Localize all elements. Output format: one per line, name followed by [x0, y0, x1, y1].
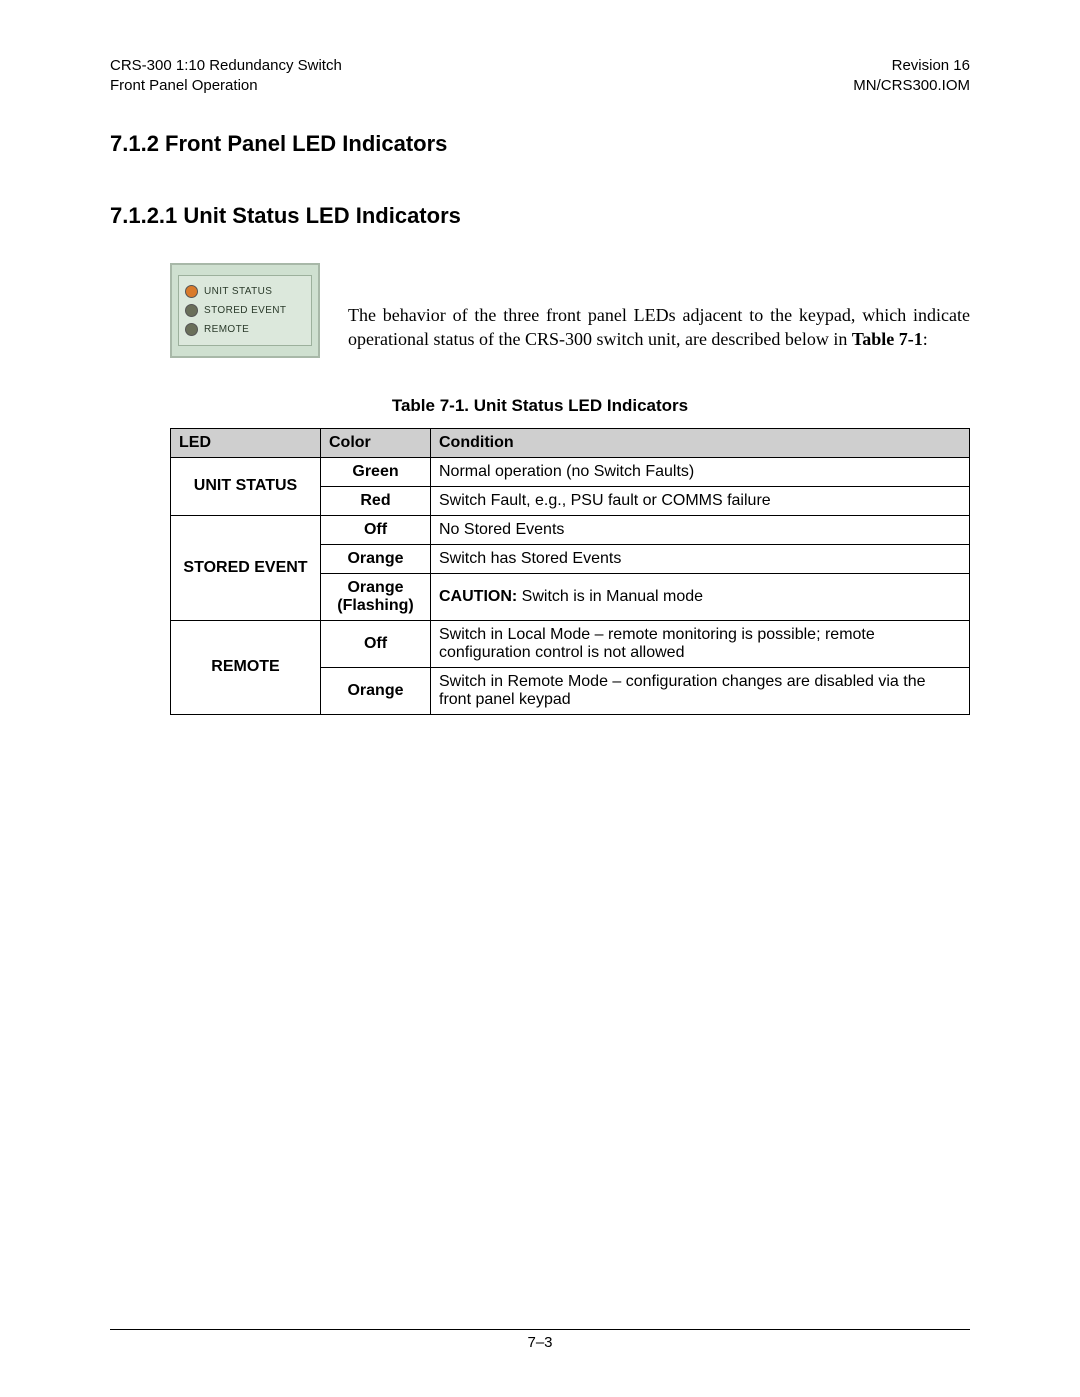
led-name-cell: REMOTE — [171, 620, 321, 714]
table-row: REMOTE Off Switch in Local Mode – remote… — [171, 620, 970, 667]
color-cell: Red — [321, 486, 431, 515]
condition-cell: Switch Fault, e.g., PSU fault or COMMS f… — [431, 486, 970, 515]
page-header: CRS-300 1:10 Redundancy Switch Front Pan… — [110, 56, 970, 95]
page-footer: 7–3 — [110, 1329, 970, 1351]
color-cell: Off — [321, 515, 431, 544]
color-cell: Orange — [321, 544, 431, 573]
color-cell: Green — [321, 457, 431, 486]
led-row-unit-status: UNIT STATUS — [185, 282, 305, 301]
condition-cell: Normal operation (no Switch Faults) — [431, 457, 970, 486]
led-name-cell: STORED EVENT — [171, 515, 321, 620]
table-row: UNIT STATUS Green Normal operation (no S… — [171, 457, 970, 486]
table-row: STORED EVENT Off No Stored Events — [171, 515, 970, 544]
subsection-heading: 7.1.2.1 Unit Status LED Indicators — [110, 203, 970, 229]
led-indicator-table: LED Color Condition UNIT STATUS Green No… — [170, 428, 970, 715]
header-left-line1: CRS-300 1:10 Redundancy Switch — [110, 56, 342, 76]
led-panel-graphic: UNIT STATUS STORED EVENT REMOTE — [170, 263, 320, 358]
led-row-stored-event: STORED EVENT — [185, 301, 305, 320]
col-header-condition: Condition — [431, 428, 970, 457]
page-number: 7–3 — [527, 1334, 552, 1351]
section-heading: 7.1.2 Front Panel LED Indicators — [110, 131, 970, 157]
intro-paragraph: The behavior of the three front panel LE… — [348, 281, 970, 352]
header-left-line2: Front Panel Operation — [110, 76, 342, 96]
intro-text-post: : — [923, 329, 928, 349]
led-dot-icon — [185, 304, 198, 317]
condition-cell: Switch in Local Mode – remote monitoring… — [431, 620, 970, 667]
led-name-cell: UNIT STATUS — [171, 457, 321, 515]
intro-bold-ref: Table 7-1 — [852, 329, 923, 349]
led-dot-icon — [185, 285, 198, 298]
condition-bold: CAUTION: — [439, 588, 517, 605]
color-cell: Orange (Flashing) — [321, 573, 431, 620]
color-cell: Off — [321, 620, 431, 667]
led-row-remote: REMOTE — [185, 320, 305, 339]
led-label: STORED EVENT — [204, 305, 286, 316]
led-dot-icon — [185, 323, 198, 336]
led-label: UNIT STATUS — [204, 286, 272, 297]
header-right-line1: Revision 16 — [853, 56, 970, 76]
condition-cell: CAUTION: Switch is in Manual mode — [431, 573, 970, 620]
document-page: CRS-300 1:10 Redundancy Switch Front Pan… — [0, 0, 1080, 1397]
table-caption: Table 7-1. Unit Status LED Indicators — [110, 396, 970, 416]
condition-cell: No Stored Events — [431, 515, 970, 544]
header-right-line2: MN/CRS300.IOM — [853, 76, 970, 96]
col-header-color: Color — [321, 428, 431, 457]
table-header-row: LED Color Condition — [171, 428, 970, 457]
condition-cell: Switch has Stored Events — [431, 544, 970, 573]
color-cell: Orange — [321, 667, 431, 714]
col-header-led: LED — [171, 428, 321, 457]
condition-cell: Switch in Remote Mode – configuration ch… — [431, 667, 970, 714]
condition-text: Switch is in Manual mode — [517, 588, 703, 605]
led-label: REMOTE — [204, 324, 249, 335]
